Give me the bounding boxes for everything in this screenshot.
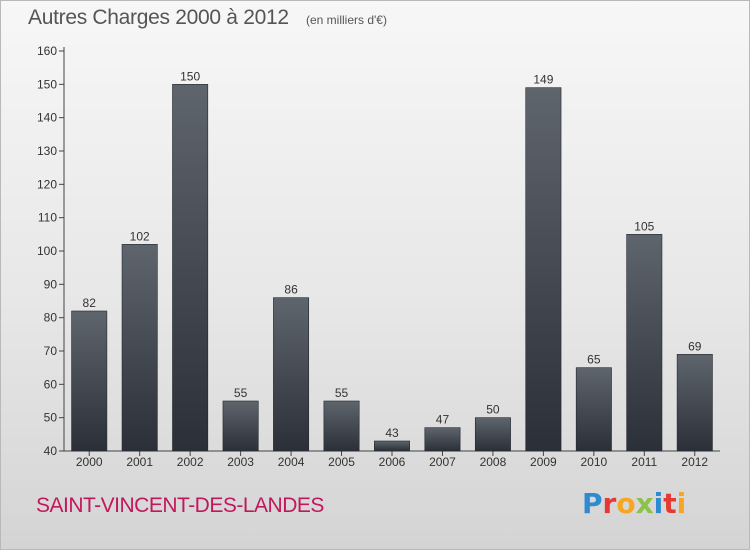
logo-letter: t bbox=[663, 487, 677, 520]
y-tick-label: 80 bbox=[44, 311, 58, 325]
data-label-2009: 149 bbox=[533, 73, 553, 87]
y-tick-label: 120 bbox=[37, 177, 57, 191]
data-label-2005: 55 bbox=[335, 386, 349, 400]
data-label-2003: 55 bbox=[234, 386, 248, 400]
x-tick-label-2004: 2004 bbox=[278, 455, 305, 469]
x-tick-label-2005: 2005 bbox=[328, 455, 355, 469]
y-tick-label: 130 bbox=[37, 144, 57, 158]
data-label-2010: 65 bbox=[587, 353, 601, 367]
y-tick-label: 160 bbox=[37, 44, 57, 58]
y-tick-label: 140 bbox=[37, 111, 57, 125]
data-label-2012: 69 bbox=[688, 339, 702, 353]
bar-2009 bbox=[525, 87, 562, 452]
y-tick-label: 110 bbox=[38, 211, 57, 225]
x-tick-label-2009: 2009 bbox=[530, 455, 557, 469]
logo-letter: x bbox=[635, 487, 654, 520]
x-tick-label-2007: 2007 bbox=[429, 455, 456, 469]
bars-group bbox=[71, 84, 713, 452]
bar-2006 bbox=[374, 440, 410, 452]
bar-2007 bbox=[424, 427, 461, 452]
logo-letter: i bbox=[653, 487, 664, 520]
y-tick-label: 50 bbox=[44, 411, 58, 425]
bar-2004 bbox=[273, 297, 310, 452]
logo-letter: P bbox=[582, 487, 603, 520]
x-axis: 2000 2001 2002 2003 2004 2005 2006 2007 2008 2009… bbox=[64, 450, 720, 469]
y-tick-label: 100 bbox=[37, 244, 57, 258]
logo-letter: i bbox=[676, 487, 687, 520]
y-tick-label: 90 bbox=[44, 277, 58, 291]
chart-subtitle: (en milliers d'€) bbox=[306, 13, 387, 27]
y-tick-label: 60 bbox=[44, 377, 58, 391]
x-tick-label-2010: 2010 bbox=[580, 455, 607, 469]
data-label-2002: 150 bbox=[180, 69, 200, 83]
chart-title: Autres Charges 2000 à 2012 bbox=[28, 6, 289, 29]
proxiti-logo: Proxiti bbox=[582, 487, 686, 520]
bar-2011 bbox=[626, 234, 663, 452]
city-name: SAINT-VINCENT-DES-LANDES bbox=[36, 494, 324, 517]
data-label-2007: 47 bbox=[436, 413, 450, 427]
y-tick-label: 150 bbox=[37, 77, 57, 91]
data-labels-group: 82 102 150 55 86 55 43 47 50 149 65 105 69 bbox=[83, 69, 702, 440]
x-tick-label-2011: 2011 bbox=[631, 455, 657, 469]
bar-2010 bbox=[575, 367, 612, 452]
bar-2008 bbox=[474, 417, 511, 452]
data-label-2004: 86 bbox=[284, 283, 298, 297]
bar-2001 bbox=[121, 244, 158, 452]
data-label-2011: 105 bbox=[634, 219, 654, 233]
x-tick-label-2001: 2001 bbox=[126, 455, 153, 469]
bar-2000 bbox=[71, 310, 108, 452]
data-label-2000: 82 bbox=[83, 296, 97, 310]
y-tick-label: 70 bbox=[44, 344, 58, 358]
x-tick-label-2000: 2000 bbox=[76, 455, 103, 469]
y-axis: 40 50 60 70 80 90 100 110 120 130 140 150 160 bbox=[37, 44, 65, 458]
logo-letter: o bbox=[616, 487, 636, 520]
bar-2003 bbox=[222, 400, 259, 452]
bar-2005 bbox=[323, 400, 360, 452]
x-tick-label-2012: 2012 bbox=[681, 455, 708, 469]
logo-letter: r bbox=[602, 487, 617, 520]
x-tick-label-2002: 2002 bbox=[177, 455, 204, 469]
y-tick-label: 40 bbox=[44, 444, 58, 458]
bar-2002 bbox=[172, 84, 209, 452]
x-tick-label-2003: 2003 bbox=[227, 455, 254, 469]
x-tick-label-2008: 2008 bbox=[480, 455, 507, 469]
bar-2012 bbox=[676, 354, 713, 452]
data-label-2008: 50 bbox=[486, 403, 500, 417]
data-label-2006: 43 bbox=[385, 426, 399, 440]
x-tick-label-2006: 2006 bbox=[379, 455, 406, 469]
data-label-2001: 102 bbox=[130, 229, 150, 243]
